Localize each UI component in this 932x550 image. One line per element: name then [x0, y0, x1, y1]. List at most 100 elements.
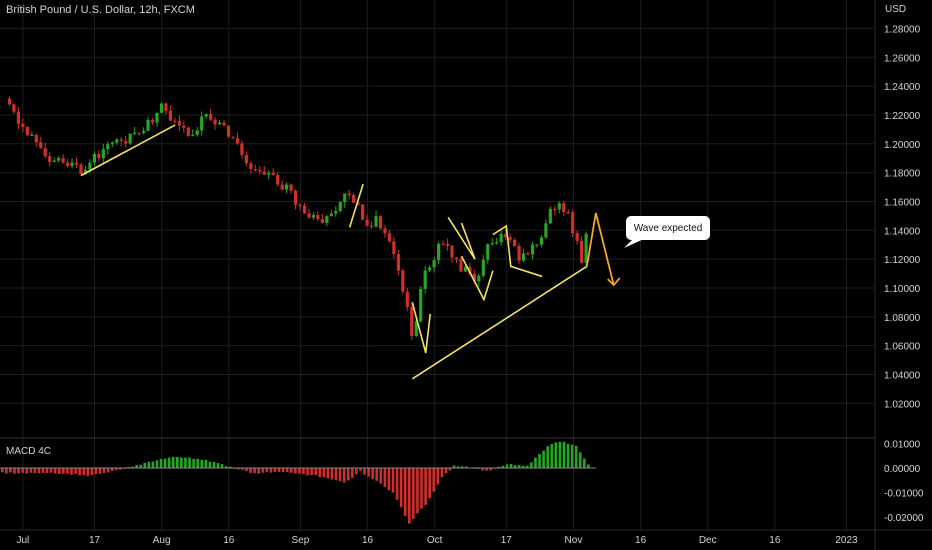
price-tick-label: 1.04000: [884, 371, 921, 382]
trendline[interactable]: [80, 124, 176, 177]
candle-body: [441, 243, 445, 246]
candle-body: [472, 273, 476, 282]
price-axis[interactable]: 1.28000 1.26000 1.24000 1.22000 1.20000 1.180…: [884, 24, 921, 410]
macd-bar: [98, 468, 102, 474]
zigzag-drawing[interactable]: [411, 302, 432, 354]
candle-body: [101, 149, 105, 159]
time-tick-label: 16: [635, 535, 647, 546]
trendline[interactable]: [348, 183, 364, 228]
macd-bar: [578, 452, 582, 468]
price-tick-label: 1.18000: [884, 169, 921, 180]
macd-bar: [143, 463, 147, 468]
candle-body: [70, 162, 74, 166]
chart-title: British Pound / U.S. Dollar, 12h, FXCM: [6, 4, 195, 16]
candle-body: [97, 154, 101, 159]
macd-bar: [432, 468, 436, 492]
candle-body: [325, 216, 329, 223]
candle-body: [575, 233, 579, 241]
zigzag-drawing[interactable]: [447, 216, 476, 260]
macd-bar: [171, 456, 175, 468]
candle-body: [450, 245, 454, 258]
candle-body: [361, 204, 365, 220]
macd-bar: [294, 468, 297, 474]
macd-tick-label: -0.01000: [884, 488, 924, 499]
candle-body: [21, 123, 25, 127]
macd-bar: [399, 468, 403, 508]
trendline[interactable]: [411, 265, 588, 380]
candle-body: [535, 244, 539, 246]
macd-bar: [25, 468, 29, 474]
candle-body: [302, 205, 307, 214]
macd-bar: [74, 468, 77, 474]
wave-expected-callout[interactable]: Wave expected: [626, 216, 710, 240]
price-tick-label: 1.24000: [884, 82, 921, 93]
macd-bar: [464, 466, 468, 468]
candle-body: [584, 233, 588, 263]
candle-body: [110, 142, 114, 144]
macd-bar: [62, 468, 65, 474]
candle-body: [65, 162, 70, 166]
macd-bar: [383, 468, 387, 487]
candle-body: [289, 184, 293, 191]
candle-body: [401, 270, 405, 292]
price-tick-label: 1.20000: [884, 140, 921, 151]
time-tick-label: Oct: [427, 535, 443, 546]
projected-wave-path[interactable]: [585, 212, 615, 286]
trendline-drawings: [80, 124, 621, 380]
candle-body: [124, 140, 128, 144]
candle-body: [115, 139, 119, 143]
macd-bar: [261, 468, 265, 473]
candle-body: [164, 103, 168, 111]
macd-bar: [82, 468, 85, 476]
macd-bar: [322, 468, 326, 478]
candle-body: [526, 253, 530, 255]
macd-bar: [37, 468, 41, 474]
candle-body: [159, 103, 164, 113]
candle-body: [253, 169, 257, 171]
candle-body: [276, 174, 280, 185]
zigzag-drawing[interactable]: [492, 224, 543, 278]
macd-bar: [367, 468, 370, 477]
candle-body: [374, 216, 378, 227]
candle-body: [562, 203, 566, 212]
candle-body: [285, 184, 289, 190]
macd-bar: [147, 461, 151, 468]
macd-bar: [521, 465, 525, 468]
macd-bar: [139, 464, 142, 468]
macd-bar: [538, 454, 541, 468]
macd-indicator-label[interactable]: MACD 4C: [6, 446, 52, 457]
candle-body: [499, 233, 503, 243]
zigzag-drawing[interactable]: [460, 255, 494, 302]
macd-bar: [359, 468, 362, 472]
time-tick-label: Nov: [565, 535, 583, 546]
macd-bar: [485, 468, 488, 471]
candle-body: [463, 266, 468, 272]
candle-body: [231, 136, 235, 139]
candle-body: [311, 215, 316, 218]
macd-bar: [481, 468, 484, 471]
macd-bar: [78, 468, 81, 476]
macd-axis[interactable]: 0.01000 0.00000 -0.01000 -0.02000: [884, 440, 924, 524]
macd-bar: [237, 468, 240, 470]
macd-bar: [70, 468, 73, 475]
candle-body: [504, 233, 508, 238]
time-tick-label: 16: [362, 535, 374, 546]
candle-body: [298, 204, 302, 207]
macd-bar: [180, 457, 183, 468]
candle-body: [222, 122, 226, 126]
candle-body: [369, 225, 374, 227]
macd-bar: [517, 465, 521, 468]
macd-bar: [13, 468, 16, 474]
time-tick-label: Dec: [699, 535, 717, 546]
time-tick-label: Sep: [292, 535, 310, 546]
candle-body: [468, 266, 472, 274]
macd-tick-label: 0.00000: [884, 464, 921, 475]
currency-label: USD: [885, 4, 907, 15]
macd-bar: [420, 468, 423, 509]
candle-body: [133, 132, 137, 134]
candle-body: [280, 184, 284, 190]
macd-bar: [338, 468, 342, 482]
time-axis[interactable]: Jul 17 Aug 16 Sep 16 Oct 17 Nov 16 Dec 16 2023: [17, 535, 859, 546]
macd-bar: [119, 468, 122, 470]
